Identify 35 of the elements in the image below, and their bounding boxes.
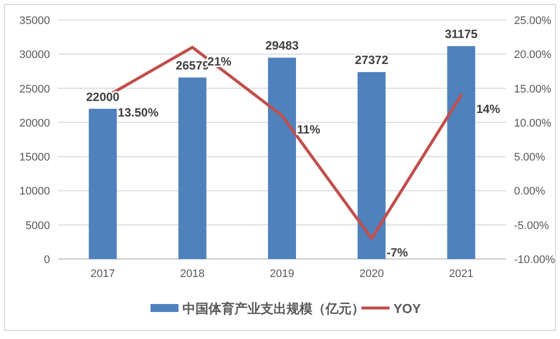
y2-tick-label: -5.00% <box>514 220 550 232</box>
data-label: 29483 <box>265 38 300 53</box>
bar <box>178 78 206 259</box>
data-label: 13.50% <box>118 106 159 120</box>
data-label: 14% <box>476 102 501 116</box>
y-tick-label: 35000 <box>19 15 50 27</box>
y2-tick-label: -10.00% <box>514 254 556 266</box>
y2-tick-label: 0.00% <box>514 186 546 198</box>
legend-label: 中国体育产业支出规模（亿元） <box>182 301 364 316</box>
data-label: 31175 <box>444 27 478 42</box>
x-tick-label: 2018 <box>180 268 205 280</box>
x-tick-label: 2021 <box>448 268 474 280</box>
y-tick-label: 15000 <box>19 152 50 164</box>
data-label: -7% <box>386 246 408 260</box>
x-tick-label: 2020 <box>359 268 384 280</box>
y2-tick-label: 15.00% <box>514 83 552 96</box>
legend-label: YOY <box>394 301 422 316</box>
x-tick-label: 2019 <box>270 268 294 280</box>
bar <box>358 72 386 259</box>
data-label: 27372 <box>354 53 389 68</box>
bar <box>447 46 476 259</box>
y2-tick-label: 25.00% <box>514 15 552 27</box>
y-tick-label: 30000 <box>19 49 50 62</box>
y-tick-label: 25000 <box>19 83 50 96</box>
y-tick-label: 0 <box>44 254 50 266</box>
y2-tick-label: 10.00% <box>514 117 552 130</box>
y2-tick-label: 20.00% <box>514 49 552 62</box>
bar <box>268 58 296 259</box>
data-label: 11% <box>297 122 321 137</box>
y-tick-label: 5000 <box>26 220 50 232</box>
y2-tick-label: 5.00% <box>514 152 546 164</box>
x-tick-label: 2017 <box>90 268 116 280</box>
y-tick-label: 20000 <box>19 117 50 130</box>
bar <box>88 108 117 259</box>
y-tick-label: 10000 <box>19 186 50 198</box>
